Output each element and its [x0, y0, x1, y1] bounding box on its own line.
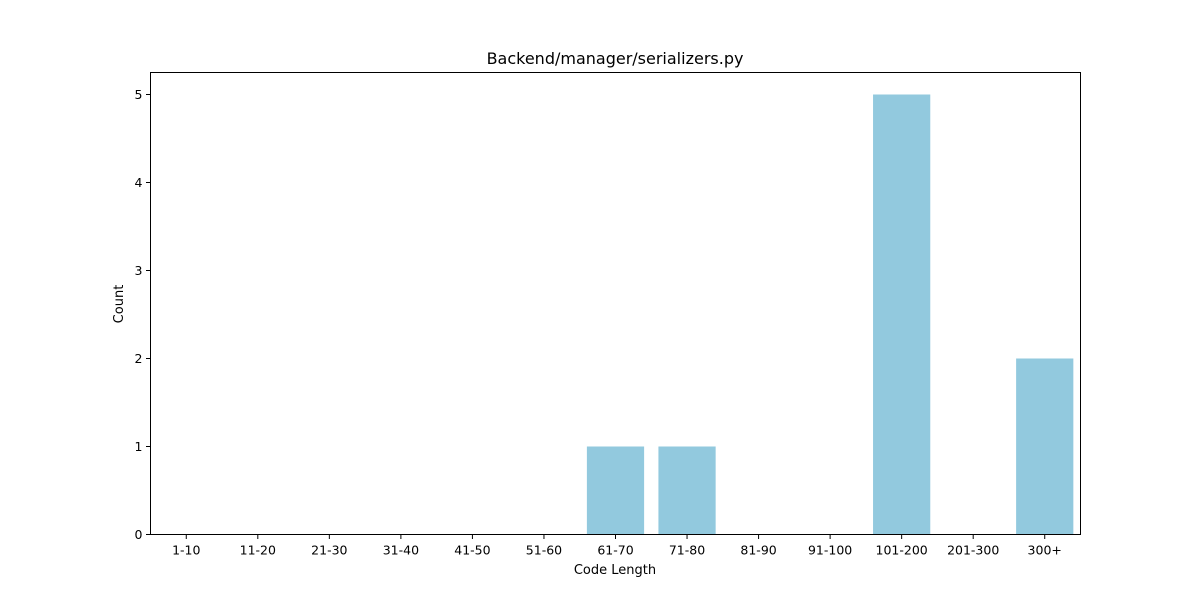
x-tick-label: 71-80: [669, 543, 705, 558]
x-tick-label: 41-50: [454, 543, 490, 558]
bar-71-80: [658, 446, 716, 535]
y-axis-ticks: 0 1 2 3 4 5: [135, 87, 151, 542]
y-axis-label: Count: [112, 285, 127, 324]
x-tick-label: 300+: [1028, 543, 1062, 558]
y-tick-label: 4: [135, 175, 143, 190]
x-tick-label: 91-100: [808, 543, 852, 558]
bar-61-70: [586, 446, 645, 535]
x-tick-label: 61-70: [597, 543, 633, 558]
y-tick-label: 5: [135, 87, 143, 102]
y-tick-label: 1: [135, 439, 143, 454]
x-axis-label: Code Length: [574, 563, 656, 578]
x-tick-label: 1-10: [172, 543, 200, 558]
x-tick-label: 31-40: [383, 543, 419, 558]
plot-frame: [150, 72, 1081, 535]
bar-101-200: [873, 94, 931, 535]
bars-group: [586, 94, 1074, 535]
bar-300+: [1016, 358, 1074, 535]
x-tick-label: 81-90: [740, 543, 776, 558]
x-axis-ticks: 1-10 11-20 21-30 31-40 41-50 51-60 61-70 71-80 8…: [172, 534, 1062, 558]
chart-title: Backend/manager/serializers.py: [487, 49, 744, 68]
y-tick-label: 2: [135, 351, 143, 366]
y-tick-label: 0: [135, 527, 143, 542]
x-tick-label: 11-20: [240, 543, 276, 558]
x-tick-label: 201-300: [947, 543, 999, 558]
x-tick-label: 101-200: [876, 543, 928, 558]
x-tick-label: 51-60: [526, 543, 562, 558]
y-tick-label: 3: [135, 263, 143, 278]
x-tick-label: 21-30: [311, 543, 347, 558]
